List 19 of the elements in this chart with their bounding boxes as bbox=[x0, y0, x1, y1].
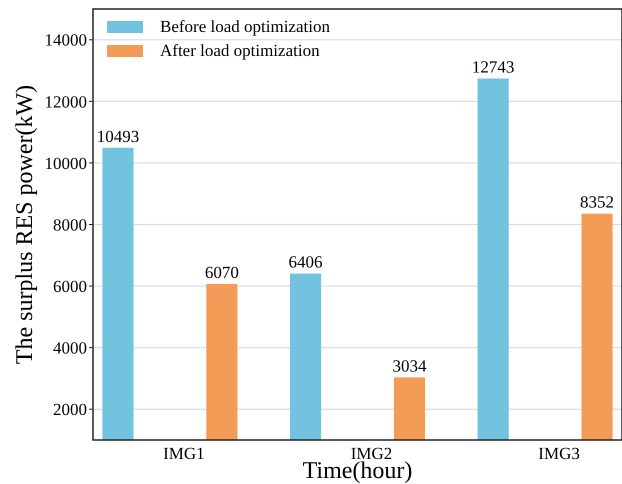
y-tick-label: 2000 bbox=[53, 400, 87, 420]
data-label: 8352 bbox=[580, 192, 614, 212]
x-tick-label: IMG1 bbox=[163, 444, 205, 463]
data-label: 6406 bbox=[288, 252, 323, 272]
legend-label: After load optimization bbox=[160, 41, 320, 60]
data-label: 10493 bbox=[96, 126, 140, 146]
y-tick-label: 6000 bbox=[53, 277, 87, 296]
legend-label: Before load optimization bbox=[160, 17, 330, 36]
data-label: 3034 bbox=[392, 356, 427, 376]
y-axis-title: The surplus RES power(kW) bbox=[12, 84, 38, 364]
data-label: 6070 bbox=[204, 262, 239, 282]
x-axis-title: Time(hour) bbox=[302, 458, 412, 484]
y-tick-label: 12000 bbox=[44, 92, 87, 112]
x-tick-label: IMG3 bbox=[538, 444, 580, 463]
y-tick-label: 4000 bbox=[53, 338, 87, 358]
y-tick-label: 8000 bbox=[53, 215, 87, 234]
y-tick-label: 14000 bbox=[44, 30, 87, 50]
data-label: 12743 bbox=[472, 57, 514, 76]
y-tick-label: 10000 bbox=[44, 154, 87, 173]
